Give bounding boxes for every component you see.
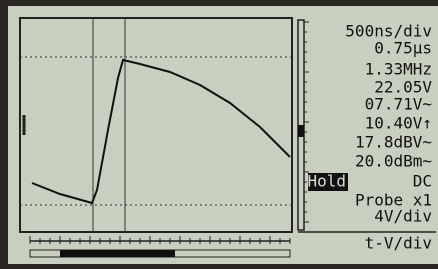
volts-per-div: 4V/div <box>374 207 432 226</box>
menu: t-V/div <box>365 234 432 253</box>
coupling: DC <box>413 172 432 191</box>
page: {"display": { "readouts": ["500ns/div", … <box>0 0 438 269</box>
readout: 10.40V↑ <box>365 114 432 133</box>
readout: 17.8dBV~ <box>355 133 432 152</box>
level-marker <box>298 125 304 137</box>
readout: 07.71V~ <box>365 95 432 114</box>
readout: 20.0dBm~ <box>355 152 432 171</box>
readout: 1.33MHz <box>365 60 432 79</box>
scroll-thumb <box>60 250 175 257</box>
oscilloscope-screen: 500ns/div 0.75µs 1.33MHz 22.05V 07.71V~ … <box>0 0 438 269</box>
readout: 0.75µs <box>374 39 432 58</box>
mode: Hold <box>307 172 346 191</box>
